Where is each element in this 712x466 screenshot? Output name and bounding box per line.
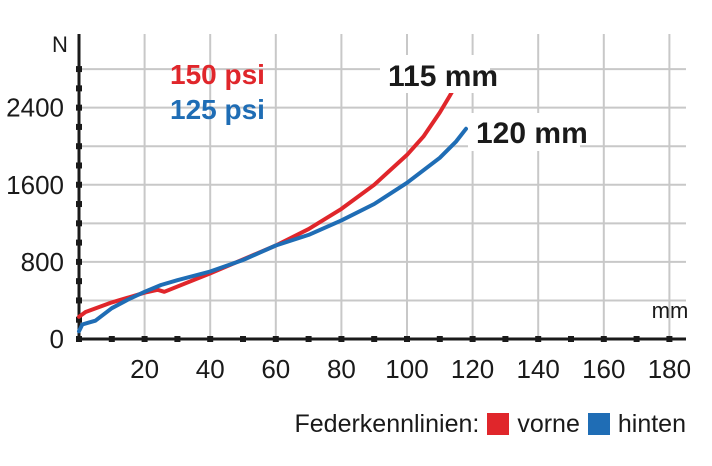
axes <box>76 34 686 342</box>
x-tick-label: 20 <box>130 354 159 384</box>
end-label-120mm: 120 mm <box>476 117 588 150</box>
x-axis-tick <box>633 336 640 342</box>
x-axis-tick <box>436 336 443 342</box>
y-axis-tick <box>76 143 82 150</box>
x-axis-tick <box>600 336 607 342</box>
series-label-125psi: 125 psi <box>170 94 265 125</box>
y-tick-label: 2400 <box>6 93 64 123</box>
x-axis-unit: mm <box>652 298 689 323</box>
x-tick-label: 140 <box>517 354 560 384</box>
x-axis-tick <box>666 336 673 342</box>
legend-swatch-hinten <box>587 413 610 435</box>
x-tick-label: 120 <box>451 354 494 384</box>
x-tick-label: 180 <box>648 354 691 384</box>
x-tick-label: 160 <box>582 354 625 384</box>
end-label-bg-115 <box>380 55 490 93</box>
x-axis-tick <box>568 336 574 342</box>
spring-curve-chart: 20 40 60 80 100 120 140 160 180 0 800 1600 2400 Nmm 15… <box>6 32 691 384</box>
y-axis-tick <box>76 316 82 323</box>
x-tick-label: 60 <box>261 354 290 384</box>
legend-label-vorne: vorne <box>517 409 580 438</box>
y-axis-tick <box>76 66 82 73</box>
legend: Federkennlinien: vorne hinten <box>0 404 686 444</box>
x-tick-label: 40 <box>196 354 225 384</box>
y-axis-tick <box>76 258 82 265</box>
y-axis-tick <box>76 104 82 111</box>
x-axis-tick <box>371 336 378 342</box>
x-axis-tick <box>305 336 312 342</box>
end-label-115mm: 115 mm <box>388 60 498 93</box>
y-axis-unit: N <box>52 32 68 57</box>
y-axis-tick <box>76 336 82 342</box>
y-axis-tick <box>76 162 82 169</box>
x-tick-label: 80 <box>327 354 356 384</box>
series-line-0 <box>77 82 459 319</box>
series-line-1 <box>77 126 468 334</box>
x-axis-tick <box>141 336 148 342</box>
x-tick-label: 100 <box>385 354 428 384</box>
x-axis-tick <box>469 336 476 342</box>
chart-labels: 20 40 60 80 100 120 140 160 180 0 800 1600 2400 Nmm 15… <box>6 32 691 384</box>
legend-title: Federkennlinien: <box>294 409 480 438</box>
x-axis-tick <box>535 336 542 342</box>
y-axis-tick <box>76 201 82 208</box>
series-lines <box>77 82 468 334</box>
legend-swatch-vorne <box>487 413 510 435</box>
x-axis-tick <box>338 336 345 342</box>
legend-label-hinten: hinten <box>617 409 686 438</box>
y-tick-label: 800 <box>21 247 64 277</box>
y-axis-tick <box>76 297 82 304</box>
y-axis-tick <box>76 181 82 188</box>
y-axis-tick <box>76 123 82 130</box>
x-axis-tick <box>240 336 246 342</box>
x-axis-tick <box>108 336 115 342</box>
end-label-bg-120 <box>468 113 580 151</box>
y-axis-tick <box>76 220 82 227</box>
y-axis-tick <box>76 85 82 92</box>
y-tick-label: 0 <box>50 324 64 354</box>
x-axis-tick <box>207 336 214 342</box>
x-axis-tick <box>502 336 509 342</box>
y-tick-label: 1600 <box>6 170 64 200</box>
x-axis-tick <box>404 336 410 342</box>
x-axis-tick <box>174 336 181 342</box>
y-axis-tick <box>76 278 82 285</box>
x-axis-tick <box>272 336 279 342</box>
y-axis-tick <box>76 239 82 246</box>
series-label-150psi: 150 psi <box>170 59 265 90</box>
